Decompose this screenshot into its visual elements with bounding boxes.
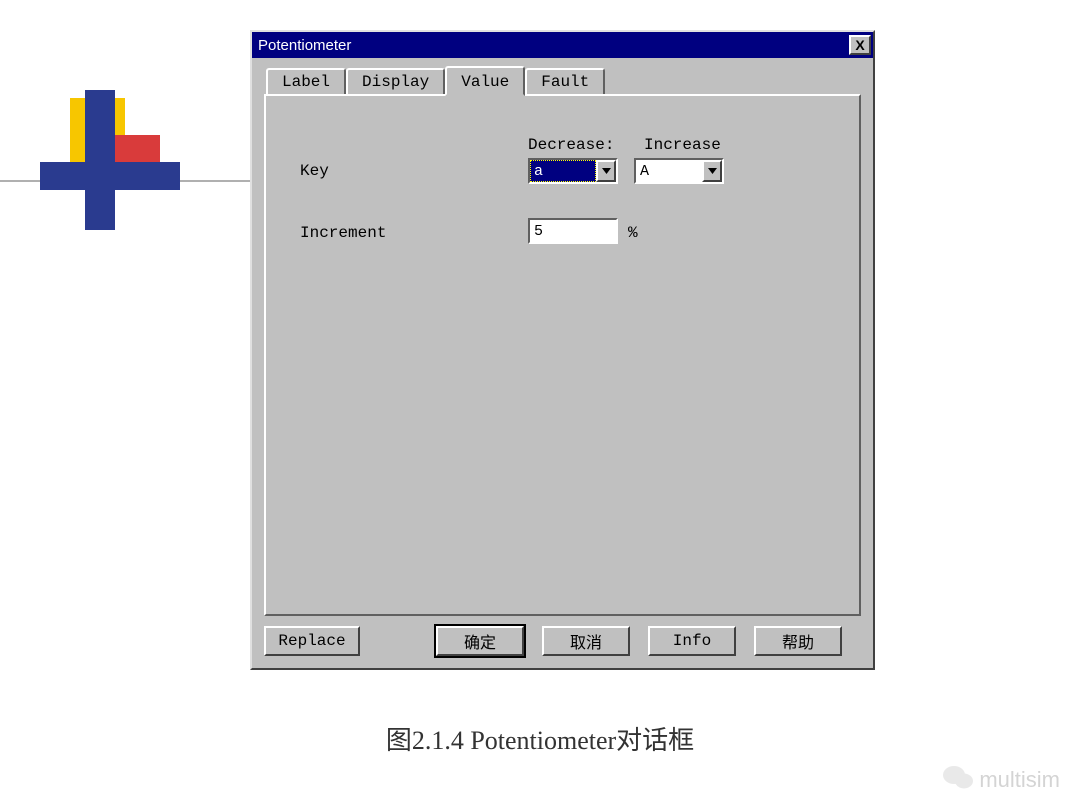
increase-header: Increase	[644, 136, 721, 154]
client-area: Label Display Value Fault Decrease: Incr…	[252, 58, 873, 668]
replace-button-label: Replace	[278, 632, 345, 650]
tab-fault-text: Fault	[541, 73, 589, 91]
decrease-dropdown-button[interactable]	[596, 160, 616, 182]
watermark-text: multisim	[979, 767, 1060, 793]
decrease-key-value: a	[530, 160, 596, 182]
potentiometer-dialog: Potentiometer X Label Display Value Faul…	[250, 30, 875, 670]
info-button[interactable]: Info	[648, 626, 736, 656]
tab-value[interactable]: Value	[445, 66, 525, 96]
tab-fault[interactable]: Fault	[525, 68, 605, 94]
increase-key-value: A	[636, 160, 702, 182]
decrease-key-dropdown[interactable]: a	[528, 158, 618, 184]
cancel-button[interactable]: 取消	[542, 626, 630, 656]
watermark: multisim	[943, 764, 1060, 796]
increment-unit: %	[628, 224, 638, 242]
tab-panel-value: Decrease: Increase Key a A I	[264, 94, 861, 616]
wechat-icon	[943, 764, 973, 796]
tab-label[interactable]: Label	[266, 68, 346, 94]
close-icon: X	[855, 37, 864, 53]
titlebar[interactable]: Potentiometer X	[252, 32, 873, 58]
close-button[interactable]: X	[849, 35, 871, 55]
increment-label: Increment	[300, 224, 386, 242]
tab-value-text: Value	[461, 73, 509, 91]
help-button[interactable]: 帮助	[754, 626, 842, 656]
cancel-button-label: 取消	[570, 629, 602, 653]
increment-input[interactable]: 5	[528, 218, 618, 244]
ok-button[interactable]: 确定	[436, 626, 524, 656]
tab-display[interactable]: Display	[346, 68, 445, 94]
chevron-down-icon	[708, 168, 717, 174]
help-button-label: 帮助	[782, 629, 814, 653]
info-button-label: Info	[673, 632, 711, 650]
button-bar: Replace 确定 取消 Info 帮助	[264, 616, 861, 656]
chevron-down-icon	[602, 168, 611, 174]
increase-dropdown-button[interactable]	[702, 160, 722, 182]
ok-button-label: 确定	[464, 629, 496, 653]
figure-caption: 图2.1.4 Potentiometer对话框	[0, 720, 1080, 757]
decrease-header: Decrease:	[528, 136, 614, 154]
window-title: Potentiometer	[258, 37, 849, 54]
deco-blue-vertical	[85, 90, 115, 230]
replace-button[interactable]: Replace	[264, 626, 360, 656]
tabstrip: Label Display Value Fault	[266, 68, 861, 96]
tab-display-text: Display	[362, 73, 429, 91]
decorative-blocks	[40, 90, 180, 230]
key-label: Key	[300, 162, 329, 180]
increase-key-dropdown[interactable]: A	[634, 158, 724, 184]
tab-label-text: Label	[282, 73, 330, 91]
increment-value: 5	[534, 223, 543, 240]
